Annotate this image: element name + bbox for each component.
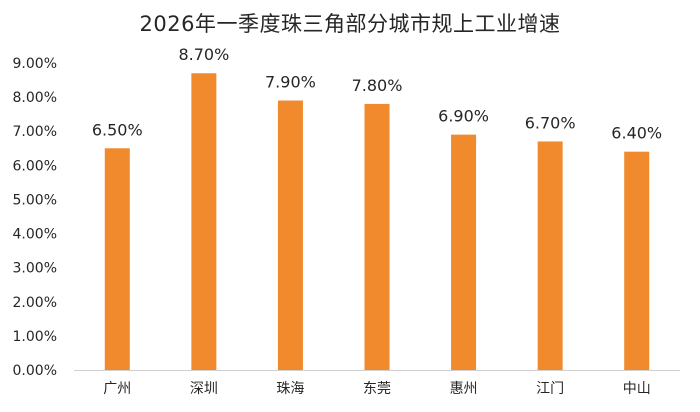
data-label: 8.70% [178,45,229,64]
bar [364,103,390,370]
data-label: 6.70% [525,113,576,132]
axis-group: 0.00% 1.00% 2.00% 3.00% 4.00% 5.00% 6.00% 7.00%… [13,56,680,379]
y-tick-label: 1.00% [13,329,57,345]
data-label: 6.90% [438,107,489,126]
chart-title: 2026年一季度珠三角部分城市规上工业增速 [139,12,561,36]
data-label: 6.50% [92,120,143,139]
labels-group: 6.50% 广州 8.70% 深圳 7.90% 珠海 7.80% 东莞 6.90% 惠州 6.70%… [92,45,662,397]
data-label: 7.80% [352,76,403,95]
y-tick-label: 0.00% [13,363,57,379]
y-tick-label: 6.00% [13,158,57,174]
y-tick-label: 9.00% [13,56,57,72]
x-category-label: 江门 [536,381,564,397]
x-category-label: 广州 [103,381,131,397]
x-category-label: 中山 [623,381,651,397]
y-tick-label: 8.00% [13,90,57,106]
x-category-label: 东莞 [363,381,391,397]
bar [277,100,303,371]
data-label: 6.40% [611,124,662,143]
y-tick-label: 2.00% [13,295,57,311]
y-tick-label: 5.00% [13,192,57,208]
y-tick-label: 3.00% [13,261,57,277]
bar [537,141,563,370]
y-tick-label: 7.00% [13,124,57,140]
bar [624,151,650,370]
data-label: 7.90% [265,73,316,92]
bars-group [104,73,650,371]
x-category-label: 惠州 [450,381,478,397]
bar [451,134,477,370]
y-tick-label: 4.00% [13,227,57,243]
x-category-label: 深圳 [190,381,218,397]
bar [191,73,217,370]
x-category-label: 珠海 [276,381,304,397]
bar [104,148,130,370]
